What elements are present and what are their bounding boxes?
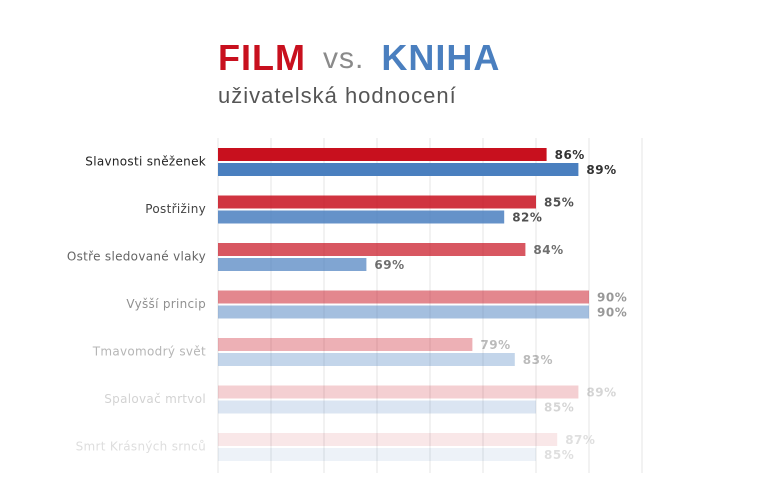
bar bbox=[218, 290, 589, 304]
chart-subtitle: uživatelská hodnocení bbox=[218, 83, 457, 108]
category-label: Tmavomodrý svět bbox=[92, 345, 206, 359]
bar bbox=[218, 433, 558, 446]
value-label: 84% bbox=[533, 243, 563, 257]
category-label: Slavnosti sněženek bbox=[85, 155, 206, 169]
bar bbox=[218, 448, 536, 461]
bar bbox=[218, 385, 579, 399]
bar bbox=[218, 195, 536, 209]
title-kniha: KNIHA bbox=[381, 37, 500, 78]
bar bbox=[218, 258, 367, 271]
value-label: 85% bbox=[544, 448, 574, 462]
bar bbox=[218, 148, 547, 161]
category-label: Spalovač mrtvol bbox=[104, 392, 206, 406]
bar bbox=[218, 163, 579, 176]
value-label: 90% bbox=[597, 306, 627, 320]
value-label: 79% bbox=[480, 338, 510, 352]
value-label: 89% bbox=[586, 386, 616, 400]
title-connector: vs. bbox=[323, 42, 364, 75]
category-label: Postřižiny bbox=[145, 202, 206, 216]
value-label: 90% bbox=[597, 291, 627, 305]
category-label: Vyšší princip bbox=[126, 297, 206, 311]
category-label: Smrt Krásných srnců bbox=[76, 440, 206, 454]
value-label: 69% bbox=[374, 258, 404, 272]
value-label: 89% bbox=[586, 163, 616, 177]
value-label: 86% bbox=[555, 148, 585, 162]
value-label: 83% bbox=[523, 353, 553, 367]
category-label: Ostře sledované vlaky bbox=[67, 250, 206, 264]
bar bbox=[218, 353, 515, 366]
bar bbox=[218, 210, 505, 224]
bar bbox=[218, 305, 589, 319]
bar bbox=[218, 400, 536, 414]
title-film: FILM bbox=[218, 37, 306, 78]
value-label: 82% bbox=[512, 211, 542, 225]
chart-title: FILM vs. KNIHA bbox=[218, 37, 500, 78]
value-label: 85% bbox=[544, 401, 574, 415]
bar bbox=[218, 338, 473, 351]
value-label: 85% bbox=[544, 196, 574, 210]
value-label: 87% bbox=[565, 433, 595, 447]
bar bbox=[218, 243, 526, 256]
